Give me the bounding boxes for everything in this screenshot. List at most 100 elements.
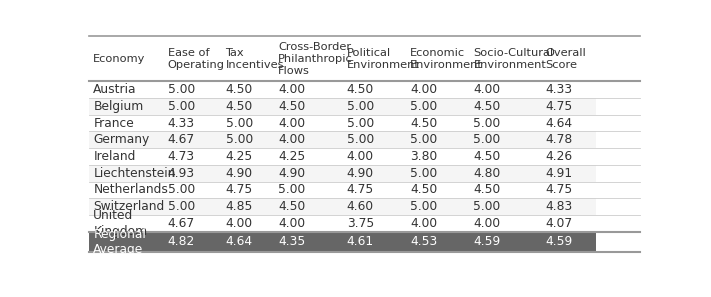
Text: 5.00: 5.00 bbox=[225, 117, 253, 129]
Bar bbox=[89, 232, 164, 252]
Bar bbox=[274, 165, 343, 181]
Text: 4.75: 4.75 bbox=[347, 183, 374, 196]
Text: 3.80: 3.80 bbox=[410, 150, 437, 163]
Text: 4.25: 4.25 bbox=[225, 150, 253, 163]
Bar bbox=[89, 98, 164, 115]
Bar bbox=[541, 215, 596, 232]
Bar bbox=[89, 36, 164, 81]
Bar bbox=[343, 115, 406, 132]
Bar bbox=[469, 181, 540, 198]
Bar bbox=[221, 98, 274, 115]
Text: 4.00: 4.00 bbox=[278, 217, 305, 230]
Bar bbox=[164, 198, 221, 215]
Text: 4.64: 4.64 bbox=[225, 236, 252, 248]
Text: 4.33: 4.33 bbox=[545, 83, 572, 96]
Bar bbox=[274, 215, 343, 232]
Text: 4.00: 4.00 bbox=[410, 217, 437, 230]
Text: France: France bbox=[93, 117, 134, 129]
Text: 4.35: 4.35 bbox=[278, 236, 305, 248]
Text: 4.00: 4.00 bbox=[278, 133, 305, 146]
Text: 4.50: 4.50 bbox=[474, 150, 501, 163]
Bar bbox=[164, 181, 221, 198]
Bar bbox=[406, 198, 469, 215]
Text: United
Kingdom: United Kingdom bbox=[93, 209, 147, 238]
Bar bbox=[89, 198, 164, 215]
Bar bbox=[164, 36, 221, 81]
Bar bbox=[343, 36, 406, 81]
Bar bbox=[89, 215, 164, 232]
Bar bbox=[469, 132, 540, 148]
Bar bbox=[406, 181, 469, 198]
Text: 5.00: 5.00 bbox=[474, 117, 501, 129]
Text: Germany: Germany bbox=[93, 133, 149, 146]
Text: 5.00: 5.00 bbox=[168, 83, 195, 96]
Bar bbox=[164, 165, 221, 181]
Text: 4.75: 4.75 bbox=[545, 183, 572, 196]
Text: 4.50: 4.50 bbox=[410, 183, 437, 196]
Text: 5.00: 5.00 bbox=[410, 100, 437, 113]
Bar bbox=[469, 148, 540, 165]
Bar bbox=[221, 115, 274, 132]
Bar bbox=[541, 36, 596, 81]
Bar bbox=[164, 215, 221, 232]
Bar bbox=[89, 81, 164, 98]
Bar bbox=[469, 165, 540, 181]
Text: 4.50: 4.50 bbox=[347, 83, 374, 96]
Text: 5.00: 5.00 bbox=[347, 100, 374, 113]
Text: 5.00: 5.00 bbox=[474, 200, 501, 213]
Bar bbox=[541, 181, 596, 198]
Bar bbox=[343, 165, 406, 181]
Text: 4.75: 4.75 bbox=[225, 183, 253, 196]
Bar bbox=[274, 148, 343, 165]
Bar bbox=[274, 132, 343, 148]
Text: 4.25: 4.25 bbox=[278, 150, 305, 163]
Bar bbox=[469, 98, 540, 115]
Bar bbox=[406, 232, 469, 252]
Text: 4.59: 4.59 bbox=[545, 236, 572, 248]
Text: 4.53: 4.53 bbox=[410, 236, 437, 248]
Text: 4.00: 4.00 bbox=[278, 83, 305, 96]
Text: 4.82: 4.82 bbox=[168, 236, 195, 248]
Text: 4.61: 4.61 bbox=[347, 236, 374, 248]
Text: 4.26: 4.26 bbox=[545, 150, 572, 163]
Text: Austria: Austria bbox=[93, 83, 137, 96]
Bar bbox=[343, 198, 406, 215]
Text: Netherlands: Netherlands bbox=[93, 183, 169, 196]
Bar bbox=[164, 115, 221, 132]
Bar bbox=[541, 132, 596, 148]
Text: Belgium: Belgium bbox=[93, 100, 144, 113]
Bar bbox=[541, 98, 596, 115]
Bar bbox=[469, 115, 540, 132]
Bar bbox=[343, 98, 406, 115]
Text: 4.00: 4.00 bbox=[410, 83, 437, 96]
Text: 5.00: 5.00 bbox=[278, 183, 305, 196]
Text: 4.50: 4.50 bbox=[410, 117, 437, 129]
Text: Regional
Average: Regional Average bbox=[93, 228, 146, 256]
Bar bbox=[343, 132, 406, 148]
Text: 3.75: 3.75 bbox=[347, 217, 374, 230]
Bar bbox=[274, 181, 343, 198]
Text: 4.75: 4.75 bbox=[545, 100, 572, 113]
Text: 4.07: 4.07 bbox=[545, 217, 572, 230]
Text: Ease of
Operating: Ease of Operating bbox=[168, 48, 225, 69]
Text: 4.60: 4.60 bbox=[347, 200, 374, 213]
Text: 5.00: 5.00 bbox=[168, 183, 195, 196]
Bar bbox=[221, 81, 274, 98]
Text: Liechtenstein: Liechtenstein bbox=[93, 167, 176, 180]
Bar bbox=[541, 148, 596, 165]
Bar bbox=[89, 181, 164, 198]
Text: Ireland: Ireland bbox=[93, 150, 136, 163]
Text: Overall
Score: Overall Score bbox=[545, 48, 586, 69]
Text: 5.00: 5.00 bbox=[168, 100, 195, 113]
Text: Cross-Border
Philanthropic
Flows: Cross-Border Philanthropic Flows bbox=[278, 42, 353, 75]
Bar bbox=[469, 215, 540, 232]
Text: 4.00: 4.00 bbox=[278, 117, 305, 129]
Text: 4.73: 4.73 bbox=[168, 150, 195, 163]
Bar bbox=[221, 165, 274, 181]
Text: 4.90: 4.90 bbox=[347, 167, 374, 180]
Text: 5.00: 5.00 bbox=[168, 200, 195, 213]
Text: 4.90: 4.90 bbox=[278, 167, 305, 180]
Bar bbox=[541, 115, 596, 132]
Text: 4.33: 4.33 bbox=[168, 117, 195, 129]
Bar bbox=[89, 165, 164, 181]
